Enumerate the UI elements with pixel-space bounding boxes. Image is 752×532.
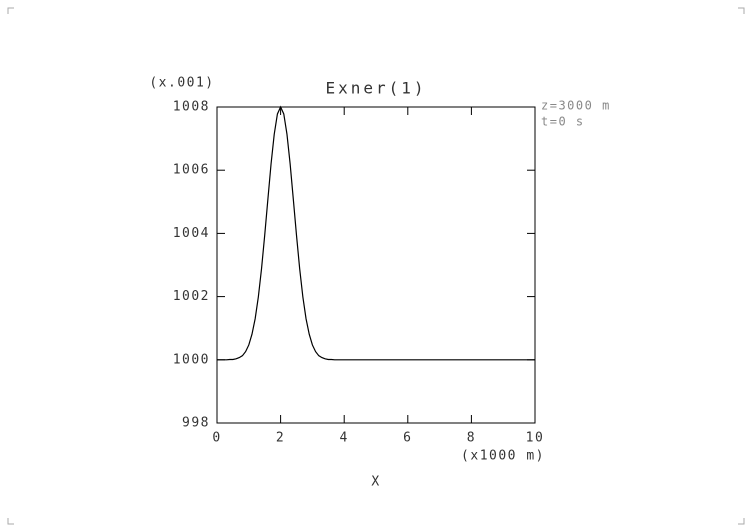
x-tick-label: 0 [212, 431, 221, 446]
x-tick-label: 8 [467, 431, 476, 446]
x-tick-label: 10 [526, 431, 545, 446]
line-series [217, 105, 535, 361]
x-tick-label: 2 [276, 431, 285, 446]
x-scale-label: (x1000 m) [461, 449, 545, 464]
corner-marks [7, 7, 745, 525]
annotation: z=3000 m [541, 99, 611, 113]
y-tick-label: 1004 [173, 226, 210, 241]
x-tick-label: 6 [403, 431, 412, 446]
x-tick-label: 4 [340, 431, 349, 446]
plot-frame [216, 106, 536, 424]
chart-title: Exner(1) [325, 79, 426, 98]
y-scale-label: (x.001) [149, 76, 214, 91]
y-tick-label: 1008 [173, 100, 210, 115]
y-tick-label: 1006 [173, 163, 210, 178]
y-tick-label: 1000 [173, 352, 210, 367]
y-tick-label: 1002 [173, 289, 210, 304]
annotation: t=0 s [541, 115, 585, 129]
y-tick-label: 998 [182, 416, 210, 431]
x-axis-label: X [371, 475, 380, 490]
